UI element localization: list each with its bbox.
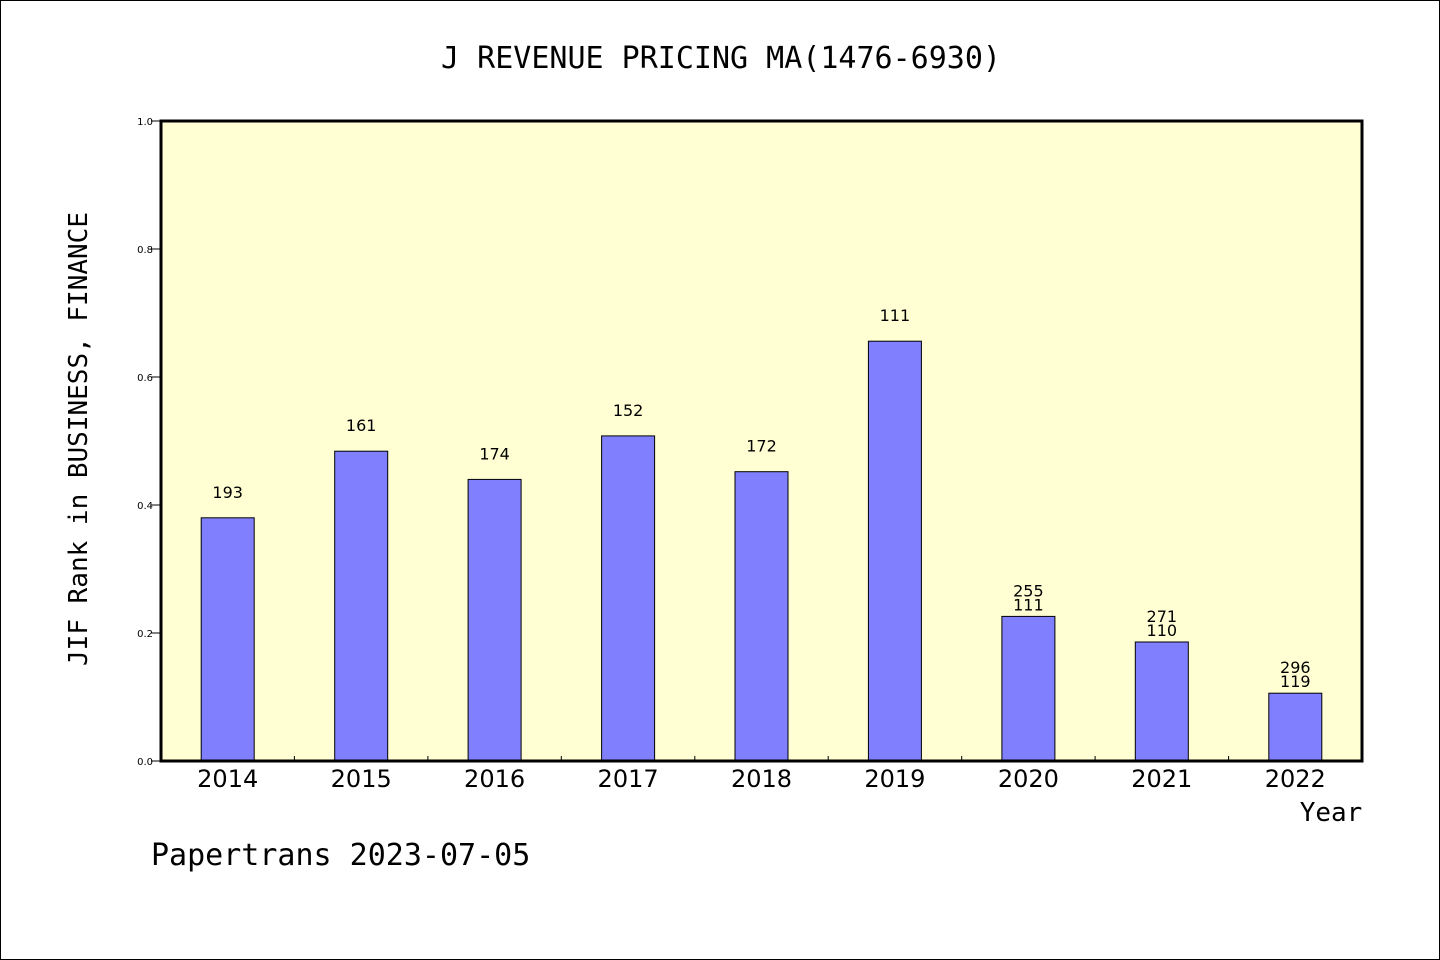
data-label-2020-line1: 255	[1013, 581, 1044, 600]
x-tick-label-2015: 2015	[331, 765, 392, 793]
x-tick-label-2022: 2022	[1265, 765, 1326, 793]
data-label-2019: 111	[880, 306, 911, 325]
y-axis-ticks: 0.0 0.2 0.4 0.6 0.8 1.0	[137, 117, 161, 768]
x-tick-label-2017: 2017	[598, 765, 659, 793]
data-label-2015: 161	[346, 416, 377, 435]
x-tick-label-2018: 2018	[731, 765, 792, 793]
x-axis-label: Year	[1300, 798, 1363, 828]
y-tick-label: 1.0	[137, 117, 153, 128]
data-label-2014: 193	[212, 483, 243, 502]
x-tick-label-2021: 2021	[1131, 765, 1192, 793]
bar-2016	[467, 478, 522, 762]
bar-2015	[334, 450, 389, 762]
bar-2017	[601, 435, 656, 762]
bar-2014	[200, 517, 255, 762]
x-axis-ticks: 2014 2015 2016 2017 2018 2019 2020 2021 2022	[197, 756, 1326, 793]
data-label-2018: 172	[746, 437, 777, 456]
y-tick-label: 0.6	[137, 373, 153, 384]
chart-title: J REVENUE PRICING MA(1476-6930)	[441, 41, 1001, 76]
plot-frame	[159, 119, 1364, 763]
data-label-2021-line1: 271	[1147, 607, 1178, 626]
x-tick-label-2016: 2016	[464, 765, 525, 793]
data-label-2021-line2: 110	[1147, 621, 1178, 640]
data-label-2017: 152	[613, 401, 644, 420]
data-label-2022-line1: 296	[1280, 658, 1311, 677]
y-axis-label: JIF Rank in BUSINESS, FINANCE	[64, 212, 94, 666]
bar-2021	[1134, 641, 1189, 762]
y-tick-label: 0.2	[137, 629, 153, 640]
x-tick-label-2020: 2020	[998, 765, 1059, 793]
bar-2022	[1268, 692, 1323, 762]
data-label-2016: 174	[479, 444, 510, 463]
y-tick-label: 0.8	[137, 245, 153, 256]
bar-2019	[867, 340, 922, 762]
y-tick-label: 0.4	[137, 501, 153, 512]
data-label-2020-line2: 111	[1013, 595, 1044, 614]
data-label-2022-line2: 119	[1280, 672, 1311, 691]
footer-watermark: Papertrans 2023-07-05	[151, 838, 530, 873]
bar-2018	[734, 471, 789, 762]
bar-2020	[1001, 615, 1056, 762]
y-tick-label: 0.0	[137, 757, 153, 768]
bars-layer	[200, 340, 1323, 762]
x-tick-label-2014: 2014	[197, 765, 258, 793]
x-tick-label-2019: 2019	[864, 765, 925, 793]
